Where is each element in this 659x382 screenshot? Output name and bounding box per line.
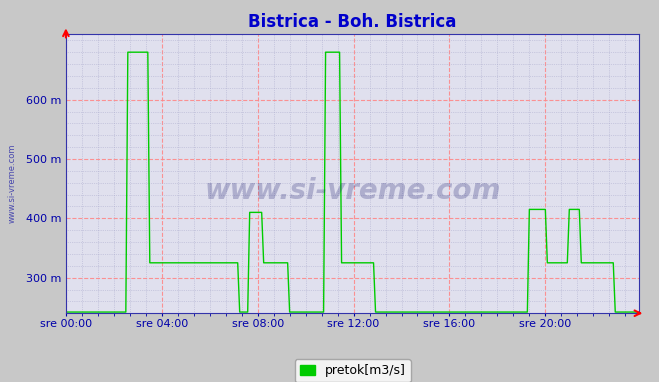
Text: www.si-vreme.com: www.si-vreme.com xyxy=(8,144,17,223)
Text: www.si-vreme.com: www.si-vreme.com xyxy=(204,176,501,204)
Title: Bistrica - Boh. Bistrica: Bistrica - Boh. Bistrica xyxy=(248,13,457,31)
Legend: pretok[m3/s]: pretok[m3/s] xyxy=(295,359,411,382)
